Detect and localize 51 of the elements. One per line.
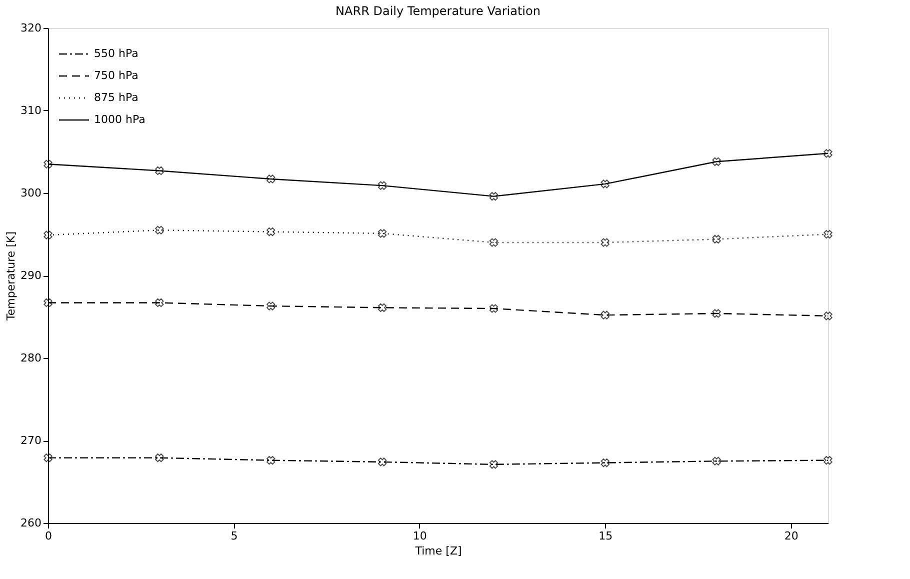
point [378,229,387,238]
point [489,460,498,469]
point [712,157,721,166]
point [600,310,610,320]
chart-title: NARR Daily Temperature Variation [336,4,540,18]
point [712,309,721,318]
point [155,298,164,308]
y-axis-title: Temperature [K] [4,232,18,322]
y-tick-label: 290 [20,269,42,282]
point [489,304,498,313]
x-tick-label: 10 [412,530,427,542]
point [44,298,52,308]
point [266,302,276,310]
point [824,312,832,320]
point [712,234,721,244]
point [489,192,498,201]
legend-label: 750 hPa [94,69,138,82]
point [600,238,610,247]
point [600,458,610,468]
point [155,453,164,462]
x-tick-label: 5 [230,530,238,542]
y-tick-label: 260 [20,516,42,530]
legend-label: 550 hPa [94,47,138,60]
point [155,226,164,234]
point [489,238,498,247]
y-tick-label: 320 [20,22,42,34]
legend-label: 875 hPa [94,91,138,104]
x-tick-label: 20 [784,530,798,542]
point [378,303,387,312]
point [266,456,276,465]
point [600,180,610,188]
point [712,456,721,466]
y-tick-label: 300 [20,186,42,200]
point [266,174,276,184]
point [378,458,387,466]
point [44,230,52,240]
x-axis-title: Time [Z] [414,544,462,558]
y-tick-label: 280 [20,352,42,364]
point [44,453,52,462]
legend-label: 1000 hPa [94,113,146,126]
point [824,230,832,239]
point [824,456,832,465]
x-tick-label: 0 [45,530,52,542]
point [266,227,276,236]
y-tick-label: 270 [20,434,42,447]
point [155,166,164,176]
y-tick-label: 310 [20,104,42,117]
x-tick-label: 15 [598,530,613,542]
point [378,181,387,190]
point [44,160,52,168]
point [824,149,832,158]
